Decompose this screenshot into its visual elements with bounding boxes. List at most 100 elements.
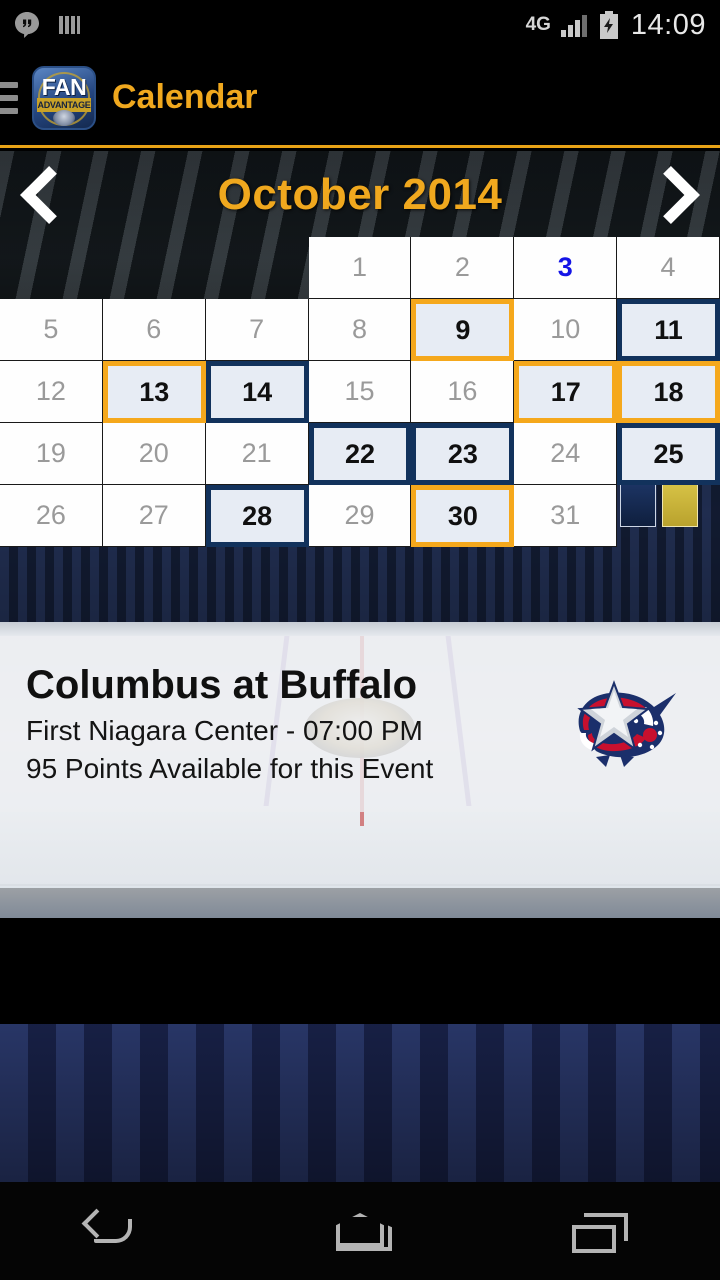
calendar-day-number: 5: [43, 314, 59, 344]
calendar-day-number: 7: [249, 314, 265, 344]
previous-month-button[interactable]: [22, 167, 68, 223]
calendar-day-12[interactable]: 12: [0, 361, 103, 423]
next-month-button[interactable]: [652, 167, 698, 223]
calendar-day-25[interactable]: 25: [617, 423, 720, 485]
calendar-day-number: 30: [447, 500, 478, 531]
calendar-day-11[interactable]: 11: [617, 299, 720, 361]
calendar-day-31[interactable]: 31: [514, 485, 618, 547]
clock: 14:09: [630, 8, 706, 41]
calendar-grid: 1 2 3 4 5 6 7 8 9 10 11 12 13 14 15 16 17 18 19 20 21 22 23 24 2…: [0, 237, 720, 547]
calendar-day-28[interactable]: 28: [205, 485, 309, 547]
calendar-day-7[interactable]: 7: [205, 299, 309, 361]
calendar-day-21[interactable]: 21: [205, 423, 309, 485]
event-title: Columbus at Buffalo: [26, 662, 418, 707]
calendar-day-24[interactable]: 24: [514, 423, 618, 485]
calendar-day-number: 28: [242, 500, 273, 531]
calendar-day-23[interactable]: 23: [411, 423, 515, 485]
calendar-day-2[interactable]: 2: [411, 237, 515, 299]
rink-boards: [0, 884, 720, 918]
calendar-day-number: 20: [138, 438, 169, 468]
calendar-day-number: 22: [344, 438, 376, 469]
calendar-day-20[interactable]: 20: [102, 423, 206, 485]
calendar-day-6[interactable]: 6: [102, 299, 206, 361]
calendar-day-number: 14: [242, 376, 273, 407]
calendar-day-18[interactable]: 18: [617, 361, 720, 423]
calendar-day-number: 8: [351, 314, 367, 344]
seats-lower: [0, 1024, 720, 1182]
calendar-day-26[interactable]: 26: [0, 485, 103, 547]
calendar-day-number: 17: [550, 376, 581, 407]
calendar-day-number: 4: [660, 252, 676, 282]
calendar-day-number: 1: [351, 252, 367, 282]
android-nav-bar: [0, 1182, 720, 1280]
calendar-day-number: 29: [344, 500, 375, 530]
calendar-day-29[interactable]: 29: [308, 485, 412, 547]
calendar-day-22[interactable]: 22: [308, 423, 412, 485]
calendar-day-number: 15: [344, 376, 375, 406]
calendar-day-16[interactable]: 16: [411, 361, 515, 423]
month-navigation: October 2014: [0, 151, 720, 239]
home-icon[interactable]: [290, 1201, 430, 1261]
status-left-icons: [14, 11, 82, 39]
hangouts-icon: [15, 12, 39, 38]
logo-advantage-text: ADVANTAGE: [37, 97, 91, 112]
calendar-day-number: 10: [550, 314, 581, 344]
calendar-day-3[interactable]: 3: [514, 237, 618, 299]
network-type-label: 4G: [525, 14, 551, 35]
arena-banners: [620, 481, 704, 533]
logo-crest-icon: [53, 109, 75, 126]
calendar-panel: October 2014 1 2 3 4 5 6 7 8 9 10 11 12 13 14 15 16 17 18…: [0, 151, 720, 636]
status-bar: 4G 14:09: [0, 0, 720, 50]
calendar-day-number: 2: [454, 252, 470, 282]
calendar-day-number: 3: [557, 252, 573, 282]
calendar-day-4[interactable]: 4: [617, 237, 720, 299]
calendar-day-5[interactable]: 5: [0, 299, 103, 361]
back-icon[interactable]: [50, 1201, 190, 1261]
event-venue-time: First Niagara Center - 07:00 PM: [26, 715, 423, 747]
calendar-day-9[interactable]: 9: [411, 299, 515, 361]
calendar-blank-cell: [617, 485, 720, 547]
app-logo: FAN ADVANTAGE: [32, 65, 96, 130]
calendar-day-17[interactable]: 17: [514, 361, 618, 423]
calendar-day-15[interactable]: 15: [308, 361, 412, 423]
arena-ice-strip: [0, 622, 720, 636]
hamburger-menu-icon[interactable]: [0, 81, 18, 114]
recent-apps-icon[interactable]: [530, 1201, 670, 1261]
calendar-day-number: 12: [35, 376, 66, 406]
calendar-day-8[interactable]: 8: [308, 299, 412, 361]
calendar-day-number: 6: [146, 314, 162, 344]
month-title: October 2014: [217, 170, 503, 219]
calendar-day-number: 13: [139, 376, 170, 407]
event-points: 95 Points Available for this Event: [26, 753, 434, 785]
battery-charging-icon: [599, 11, 618, 39]
app-bar: FAN ADVANTAGE Calendar: [0, 50, 720, 148]
calendar-day-number: 21: [241, 438, 272, 468]
page-title: Calendar: [112, 78, 258, 116]
calendar-day-1[interactable]: 1: [308, 237, 412, 299]
bars-icon: [59, 16, 80, 34]
signal-bars-icon: [560, 13, 587, 37]
calendar-day-number: 24: [550, 438, 581, 468]
event-card[interactable]: Columbus at Buffalo First Niagara Center…: [0, 636, 720, 812]
logo-fan-text: FAN: [41, 73, 87, 100]
calendar-blank-cell: [206, 237, 309, 299]
seats-upper: [0, 916, 720, 1024]
calendar-day-number: 11: [654, 314, 683, 345]
calendar-day-19[interactable]: 19: [0, 423, 103, 485]
calendar-day-30[interactable]: 30: [411, 485, 515, 547]
calendar-day-14[interactable]: 14: [205, 361, 309, 423]
calendar-day-number: 23: [447, 438, 478, 469]
calendar-day-number: 31: [550, 500, 581, 530]
calendar-blank-cell: [103, 237, 206, 299]
calendar-day-10[interactable]: 10: [514, 299, 618, 361]
calendar-day-27[interactable]: 27: [102, 485, 206, 547]
status-right-icons: 4G 14:09: [526, 9, 706, 42]
calendar-day-number: 19: [35, 438, 66, 468]
calendar-day-number: 25: [653, 438, 684, 469]
calendar-blank-cell: [0, 237, 103, 299]
blue-jackets-logo: [546, 669, 706, 779]
calendar-day-number: 27: [138, 500, 169, 530]
calendar-day-13[interactable]: 13: [102, 361, 206, 423]
calendar-day-number: 18: [653, 376, 684, 407]
